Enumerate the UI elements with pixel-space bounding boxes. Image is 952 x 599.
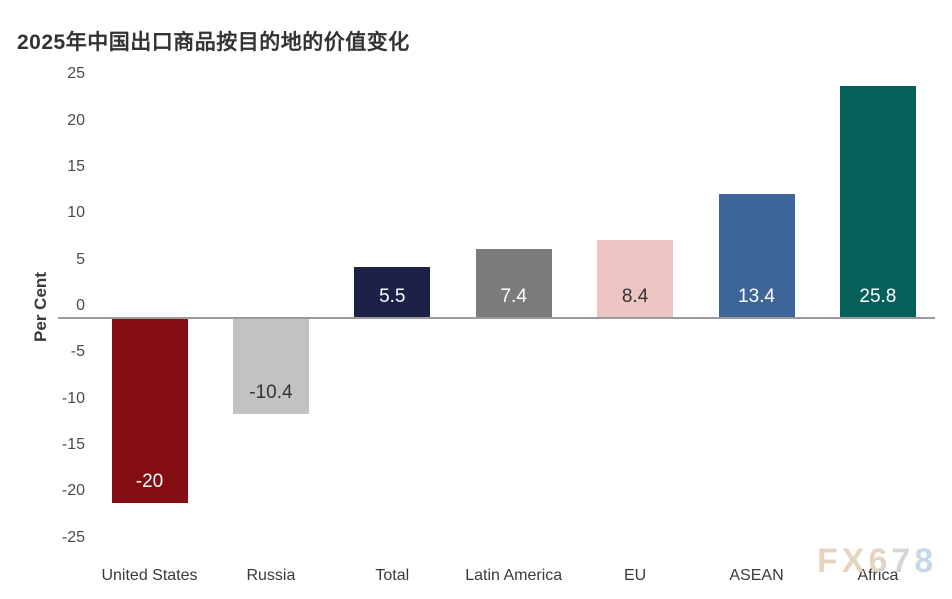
y-tick-label-25: 25 xyxy=(67,65,85,83)
y-tick-label--10: -10 xyxy=(61,389,85,407)
x-category-label-africa: Africa xyxy=(813,567,943,585)
x-category-label-eu: EU xyxy=(623,567,647,584)
y-tick-label-10: 10 xyxy=(67,204,85,222)
bar-value-label: 7.4 xyxy=(500,285,527,307)
bar-latin-america: 7.4 xyxy=(475,249,552,318)
bar-value-label: 25.8 xyxy=(859,286,897,307)
y-tick-label--5: -5 xyxy=(70,343,85,361)
bar-russia: -10.4 xyxy=(232,318,309,415)
y-tick-label-5: 5 xyxy=(76,250,85,268)
y-tick-label--20: -20 xyxy=(61,482,85,500)
bar-total: 5.5 xyxy=(354,267,431,318)
y-tick-label--25: -25 xyxy=(61,528,85,546)
chart-title: 2025年中国出口商品按目的地的价值变化 xyxy=(17,31,410,54)
bar-value-label: 13.4 xyxy=(738,285,775,307)
x-category-label-total: Total xyxy=(375,567,410,584)
bar-united-states: -20 xyxy=(111,318,188,504)
x-category-label-russia: Russia xyxy=(246,567,296,584)
x-category-label-asean: ASEAN xyxy=(729,567,784,584)
zero-axis-line xyxy=(58,317,935,319)
bar-eu: 8.4 xyxy=(597,240,674,318)
y-tick-label-0: 0 xyxy=(76,297,85,314)
bar-value-label: 5.5 xyxy=(379,285,406,307)
bar-value-label: 8.4 xyxy=(621,285,649,307)
watermark-fx678: FX678 xyxy=(817,542,938,580)
bar-value-label: -20 xyxy=(135,471,164,493)
bar-asean: 13.4 xyxy=(718,193,795,318)
y-tick-label-20: 20 xyxy=(67,111,85,129)
x-category-label-united-states: United States xyxy=(101,567,198,584)
y-tick-label--15: -15 xyxy=(61,436,85,454)
x-category-label-latin-america: Latin America xyxy=(465,567,563,584)
y-tick-label-15: 15 xyxy=(67,157,85,175)
bar-africa: 25.8 xyxy=(839,86,916,318)
bar-value-label: -10.4 xyxy=(249,382,293,404)
